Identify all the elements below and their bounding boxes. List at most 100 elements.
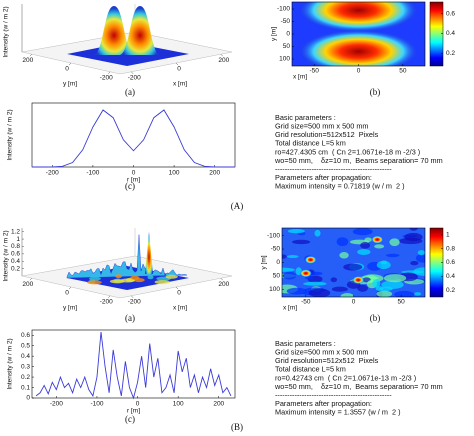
hot-spot: [371, 235, 384, 244]
y-tick-label: 0.4: [21, 353, 30, 360]
x-axis-label: x [m]: [283, 305, 297, 312]
speckle: [376, 260, 391, 270]
z-tick-label: 0.6: [11, 251, 20, 258]
speckle: [394, 290, 415, 297]
colorbar: [429, 1, 444, 67]
z-tick-label: 1: [16, 236, 20, 243]
plot-frame: [31, 102, 236, 168]
x-tick-label: -200: [46, 170, 59, 177]
speckle: [413, 267, 425, 276]
speckle: [336, 237, 349, 247]
colorbar-tick-label: 0.2: [446, 50, 455, 57]
parameter-line: Basic parameters :: [275, 339, 336, 348]
speckle: [286, 287, 308, 295]
speckle: [360, 241, 371, 249]
surface-texture: [147, 275, 154, 280]
y-tick: [68, 62, 72, 66]
x-tick-label: 0: [352, 299, 356, 306]
x-tick-label: 50: [399, 68, 407, 75]
speckle: [414, 292, 422, 296]
y-tick-label: 50: [273, 273, 281, 280]
y-tick-label: 100: [279, 56, 290, 63]
line-series: [32, 109, 235, 168]
x-tick-label: 100: [173, 401, 184, 408]
beam-spot: [298, 29, 419, 66]
parameter-line: Total distance L=5 km: [275, 139, 346, 148]
y-tick-label: 50: [283, 43, 291, 50]
surface-peak: [145, 232, 153, 274]
y-tick: [108, 71, 111, 74]
colorbar-tick-label: 0.6: [446, 259, 455, 266]
hot-spot: [352, 276, 365, 285]
y-tick-label: 200: [22, 281, 33, 288]
surface-texture: [89, 276, 101, 281]
parameter-line: Maximum intensity = 1.3557 (w / m 2 ): [275, 408, 401, 417]
z-tick-label: 0.4: [11, 258, 20, 265]
parameter-line: Total distance L=5 km: [275, 365, 346, 374]
x-tick-label: -100: [86, 170, 99, 177]
y-tick-label: 0: [65, 66, 69, 73]
speckle: [339, 251, 349, 259]
y-tick: [29, 54, 32, 57]
parameter-line: Maximum intensity = 0.71819 (w / m 2 ): [275, 182, 405, 191]
panel-caption: (b): [370, 87, 381, 97]
colorbar-tick-label: 0.6: [446, 11, 455, 18]
parameter-line: Parameters after propagation:: [275, 173, 372, 182]
parameter-line: Basic parameters :: [275, 113, 336, 122]
y-tick-label: 0.1: [21, 384, 30, 391]
z-axis-label: Intensity (w / m 2): [3, 6, 10, 57]
surface-texture: [165, 274, 178, 279]
y-axis-label: Intensity (w / m 2): [7, 109, 14, 160]
hot-spot: [299, 269, 312, 278]
parameter-line: ro=427.4305 cm ( Cn 2=1.0671e-18 m -2/3 …: [275, 147, 420, 156]
plot-frame: [31, 329, 236, 399]
parameter-line: ----------------------------------------…: [275, 391, 392, 400]
x-tick-label: 0: [136, 401, 140, 408]
x-tick-label: 100: [169, 170, 180, 177]
colorbar-tick-label: 0.2: [446, 287, 455, 294]
colorbar-tick-label: 0.4: [446, 273, 455, 280]
y-axis-label: Intensity (w / m 2): [7, 338, 14, 389]
y-tick: [68, 286, 72, 290]
y-tick-label: 0: [26, 395, 30, 402]
speckle: [409, 228, 418, 231]
speckle: [389, 238, 400, 247]
speckle: [381, 280, 404, 290]
y-tick-label: -50: [271, 246, 281, 253]
x-tick-label: 200: [209, 170, 220, 177]
x-tick: [131, 71, 134, 74]
speckle: [282, 271, 297, 280]
parameter-line: wo=50 mm, δz=10 m, Beams separation= 70 …: [274, 382, 443, 391]
y-tick-label: 0.5: [21, 342, 30, 349]
parameter-line: Grid size=500 mm x 500 mm: [275, 348, 368, 357]
x-tick: [220, 54, 223, 57]
parameter-line: ----------------------------------------…: [275, 165, 392, 174]
surface-texture: [115, 274, 123, 279]
y-tick-label: 0: [286, 31, 290, 38]
x-tick-label: 200: [218, 281, 229, 288]
surface-texture: [130, 275, 140, 280]
x-axis-label: x [m]: [293, 74, 307, 81]
speckle: [410, 260, 419, 266]
x-tick-label: -50: [301, 299, 311, 306]
heatmap-image: [292, 2, 425, 66]
z-tick-label: 0.8: [11, 243, 20, 250]
x-tick-label: -200: [128, 75, 141, 82]
speckle: [364, 237, 372, 243]
speckle: [385, 253, 400, 258]
panel-caption: (c): [125, 181, 135, 191]
speckle: [343, 263, 363, 271]
colorbar-tick-label: 1: [446, 232, 450, 239]
speckle: [357, 249, 371, 256]
speckle: [292, 239, 311, 245]
heatmap-image: [282, 228, 425, 297]
speckle: [314, 229, 321, 237]
y-axis-label: y [m]: [261, 255, 268, 269]
x-axis-label: r [m]: [127, 177, 140, 184]
y-tick-label: -200: [100, 299, 113, 306]
x-tick-label: 200: [218, 57, 229, 64]
speckle: [357, 284, 368, 292]
speckle: [340, 293, 355, 297]
y-tick-label: 0: [65, 290, 69, 297]
